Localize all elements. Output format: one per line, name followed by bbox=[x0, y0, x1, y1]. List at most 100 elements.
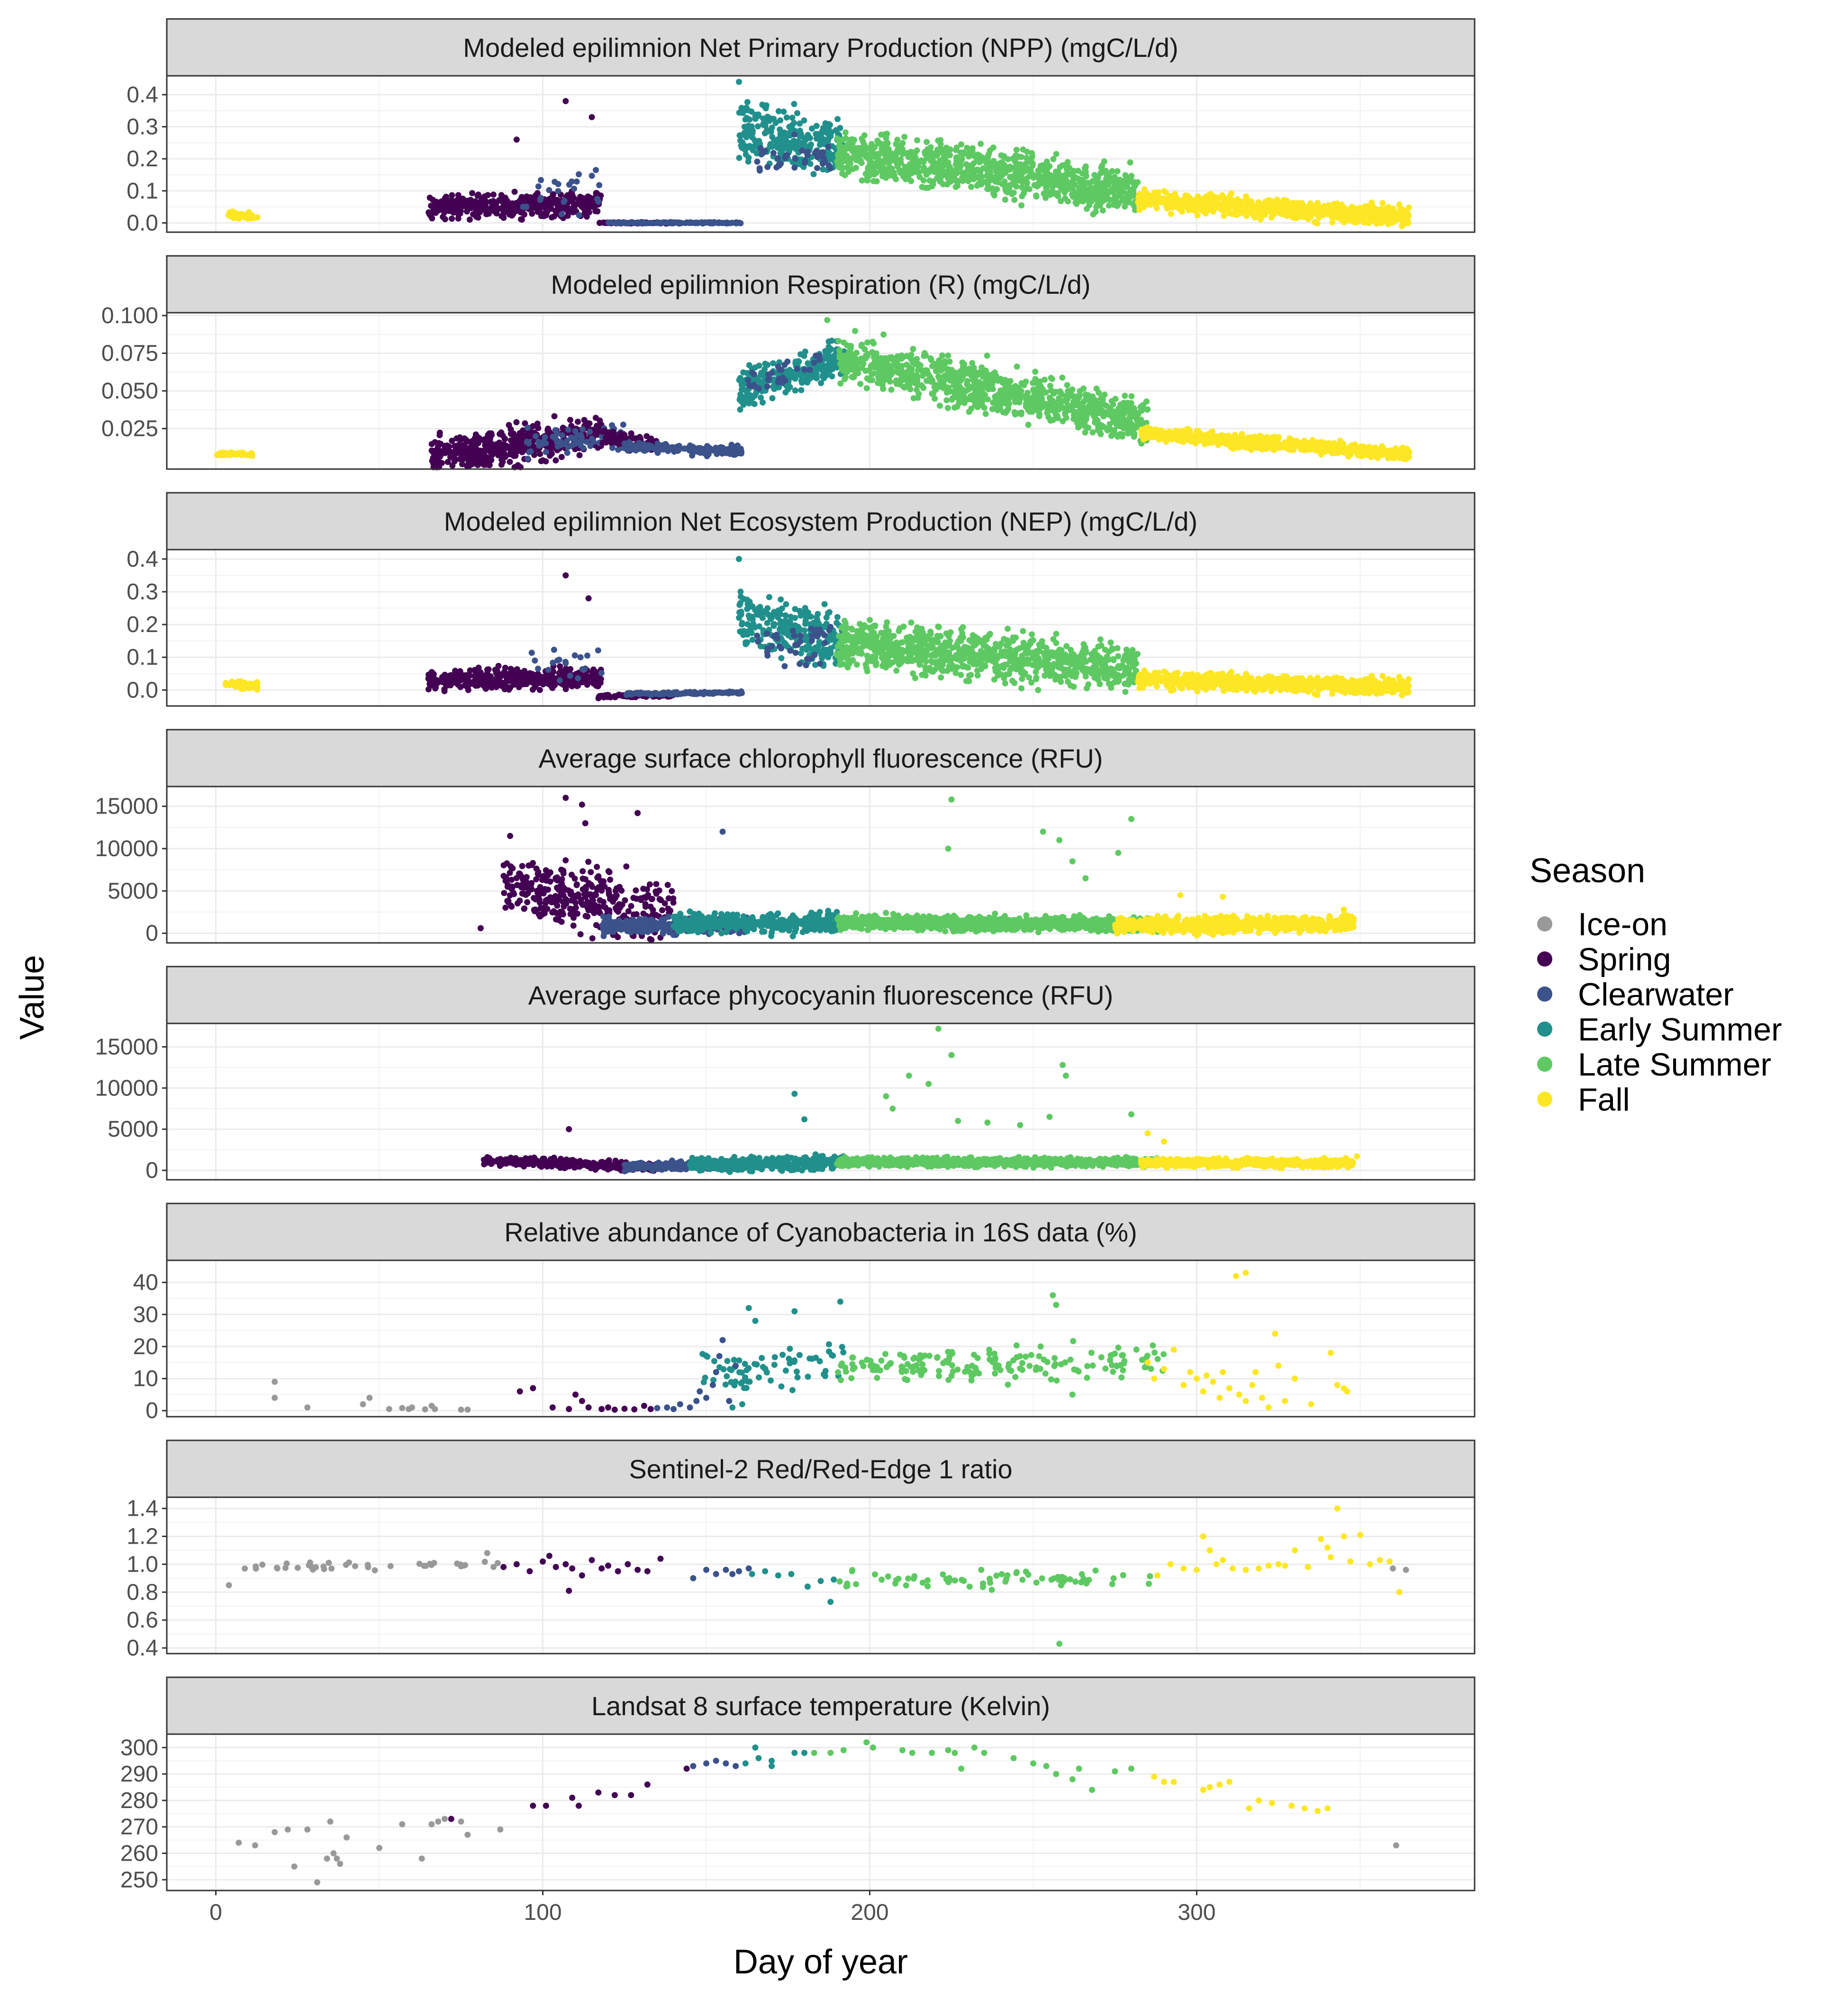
data-point bbox=[557, 442, 564, 448]
data-point bbox=[841, 146, 847, 153]
data-point bbox=[918, 382, 925, 389]
data-point bbox=[1377, 218, 1384, 224]
data-point bbox=[960, 149, 967, 156]
data-point bbox=[797, 133, 803, 139]
data-point bbox=[855, 360, 861, 366]
data-point bbox=[1002, 165, 1008, 172]
data-point bbox=[1081, 421, 1088, 428]
data-point bbox=[518, 194, 525, 200]
data-point bbox=[958, 141, 965, 148]
data-point bbox=[884, 154, 891, 160]
data-point bbox=[769, 124, 775, 131]
data-point bbox=[929, 379, 936, 385]
data-point bbox=[426, 194, 433, 201]
data-point bbox=[837, 125, 843, 131]
data-point bbox=[1047, 382, 1053, 389]
data-point bbox=[745, 377, 752, 383]
data-point bbox=[758, 394, 764, 401]
data-point bbox=[821, 375, 827, 381]
data-point bbox=[518, 217, 525, 223]
data-point bbox=[245, 213, 251, 220]
data-point bbox=[752, 113, 759, 119]
data-point bbox=[567, 416, 573, 423]
data-point bbox=[769, 395, 776, 401]
data-point bbox=[1202, 204, 1208, 211]
data-point bbox=[1053, 170, 1060, 177]
data-point bbox=[1020, 146, 1026, 153]
data-point bbox=[1043, 158, 1050, 165]
data-point bbox=[982, 411, 989, 417]
data-point bbox=[731, 452, 737, 458]
data-point bbox=[924, 367, 930, 374]
data-point bbox=[767, 115, 774, 122]
data-point bbox=[1385, 221, 1392, 227]
data-point bbox=[819, 128, 826, 135]
data-point bbox=[433, 201, 439, 208]
data-point bbox=[991, 165, 998, 172]
data-point bbox=[859, 177, 865, 184]
data-point bbox=[998, 400, 1004, 407]
data-point bbox=[825, 162, 832, 169]
data-point bbox=[543, 200, 549, 207]
data-point bbox=[797, 120, 803, 127]
data-point bbox=[814, 165, 821, 172]
data-point bbox=[914, 137, 921, 144]
data-point bbox=[1134, 417, 1141, 424]
data-point bbox=[842, 135, 849, 142]
data-point bbox=[1130, 185, 1137, 191]
data-point bbox=[783, 114, 790, 121]
data-point bbox=[1102, 195, 1108, 202]
data-point bbox=[839, 170, 845, 177]
data-point bbox=[853, 350, 860, 356]
data-point bbox=[1178, 208, 1185, 215]
data-point bbox=[789, 115, 796, 121]
data-point bbox=[791, 131, 797, 138]
data-point bbox=[956, 371, 962, 377]
data-point bbox=[577, 199, 583, 206]
data-point bbox=[1014, 161, 1020, 167]
data-point bbox=[886, 373, 893, 380]
data-point bbox=[578, 432, 584, 438]
data-point bbox=[448, 453, 454, 460]
data-point bbox=[535, 183, 542, 190]
data-point bbox=[778, 142, 785, 148]
data-point bbox=[513, 419, 520, 425]
data-point bbox=[820, 166, 826, 172]
data-point bbox=[878, 357, 884, 364]
data-point bbox=[1369, 210, 1376, 217]
y-tick-label: 0.0 bbox=[127, 210, 158, 235]
data-point bbox=[518, 445, 525, 452]
data-point bbox=[1101, 158, 1107, 165]
data-point bbox=[1070, 193, 1077, 200]
data-points bbox=[225, 79, 1412, 229]
data-point bbox=[692, 219, 699, 226]
data-point bbox=[1100, 424, 1107, 430]
data-point bbox=[737, 407, 743, 413]
data-point bbox=[593, 190, 599, 196]
data-point bbox=[1314, 209, 1320, 216]
data-point bbox=[558, 454, 565, 460]
data-point bbox=[1131, 405, 1137, 412]
data-point bbox=[805, 132, 811, 138]
data-point bbox=[915, 163, 921, 169]
data-point bbox=[615, 219, 621, 226]
data-point bbox=[715, 448, 721, 454]
data-point bbox=[756, 165, 763, 172]
data-point bbox=[904, 150, 911, 156]
data-point bbox=[1172, 203, 1179, 210]
data-point bbox=[1037, 179, 1044, 186]
data-point bbox=[1127, 159, 1133, 166]
data-point bbox=[621, 432, 628, 438]
data-point bbox=[551, 413, 558, 419]
data-point bbox=[978, 141, 984, 147]
data-point bbox=[963, 366, 970, 373]
data-point bbox=[228, 449, 235, 456]
data-point bbox=[565, 426, 571, 433]
data-point bbox=[759, 101, 766, 108]
data-point bbox=[887, 367, 894, 373]
data-point bbox=[546, 187, 553, 193]
data-point bbox=[576, 452, 583, 459]
data-point bbox=[705, 451, 712, 457]
data-point bbox=[941, 372, 948, 379]
data-point bbox=[970, 382, 977, 389]
